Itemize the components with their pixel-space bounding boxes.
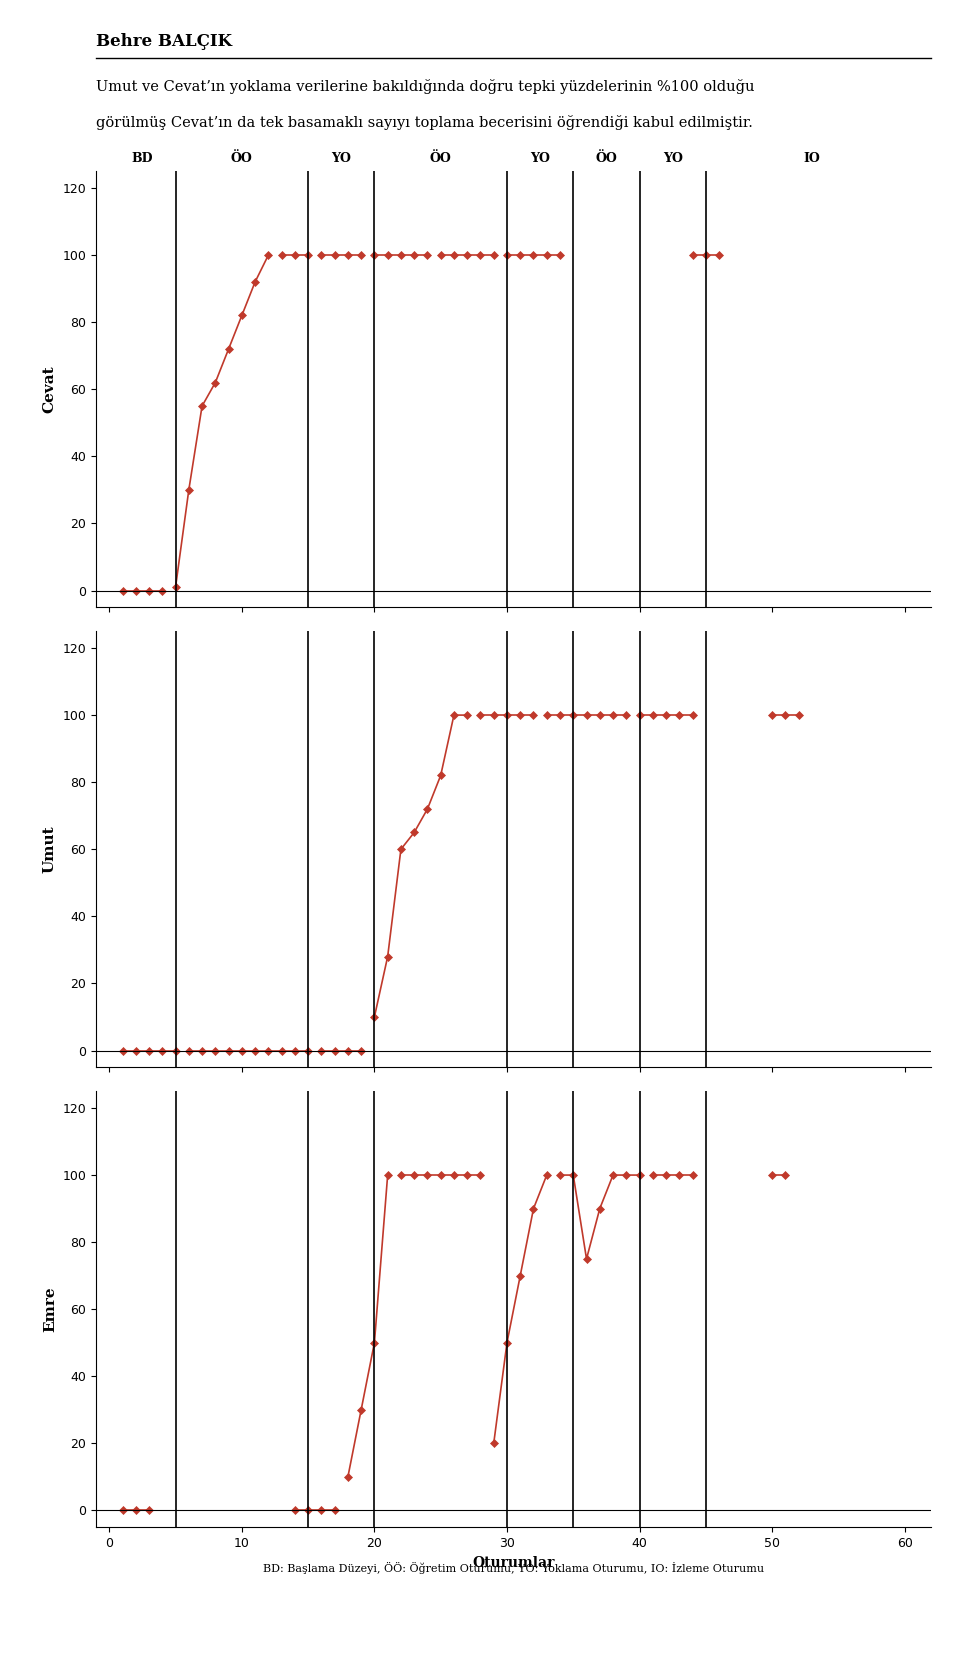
Text: YO: YO bbox=[331, 151, 351, 164]
Text: ÖO: ÖO bbox=[595, 151, 617, 164]
X-axis label: Oturumlar: Oturumlar bbox=[472, 1556, 555, 1569]
Text: YO: YO bbox=[662, 151, 683, 164]
Text: Behre BALÇIK: Behre BALÇIK bbox=[96, 33, 232, 50]
Text: ÖO: ÖO bbox=[430, 151, 451, 164]
Text: görülmüş Cevat’ın da tek basamaklı sayıyı toplama becerisini öğrendiği kabul edi: görülmüş Cevat’ın da tek basamaklı sayıy… bbox=[96, 116, 753, 131]
Text: ÖO: ÖO bbox=[231, 151, 252, 164]
Y-axis label: Cevat: Cevat bbox=[43, 366, 57, 413]
Y-axis label: Umut: Umut bbox=[43, 825, 57, 873]
Text: Umut ve Cevat’ın yoklama verilerine bakıldığında doğru tepki yüzdelerinin %100 o: Umut ve Cevat’ın yoklama verilerine bakı… bbox=[96, 80, 755, 94]
Text: BD: Başlama Düzeyi, ÖÖ: Öğretim Oturumu, YO: Yoklama Oturumu, IO: İzleme Oturumu: BD: Başlama Düzeyi, ÖÖ: Öğretim Oturumu,… bbox=[263, 1563, 764, 1574]
Text: YO: YO bbox=[530, 151, 550, 164]
Text: BD: BD bbox=[132, 151, 154, 164]
Text: IO: IO bbox=[804, 151, 820, 164]
Y-axis label: Emre: Emre bbox=[43, 1286, 57, 1332]
